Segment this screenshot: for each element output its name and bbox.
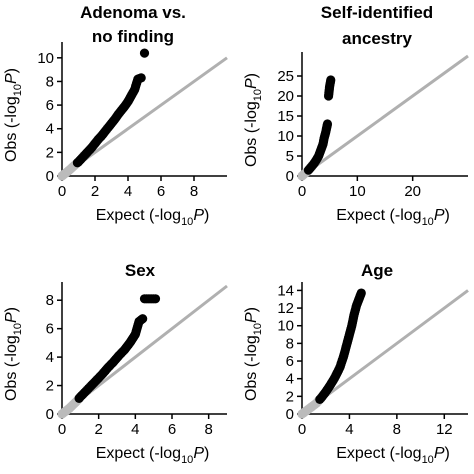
data-point xyxy=(138,314,148,324)
x-tick-label: 4 xyxy=(131,421,139,438)
y-tick-label: 10 xyxy=(277,128,294,145)
x-tick-label: 20 xyxy=(404,183,421,200)
y-axis-label: Obs (-log10P) xyxy=(243,307,264,401)
panel-title: no finding xyxy=(92,27,174,46)
data-point xyxy=(356,288,366,298)
qq-panel: Sex 0 2 4 6 8 0 2 4 6 8 Expect (-log10P) Obs (-log10… xyxy=(3,261,228,466)
x-tick-label: 6 xyxy=(157,183,165,200)
data-point xyxy=(136,73,146,83)
y-tick-label: 14 xyxy=(277,282,294,299)
x-tick-label: 8 xyxy=(393,421,401,438)
y-tick-label: 0 xyxy=(286,168,294,185)
y-tick-label: 4 xyxy=(286,371,294,388)
y-tick-label: 6 xyxy=(46,97,54,114)
x-tick-label: 2 xyxy=(94,421,102,438)
x-axis-label: Expect (-log10P) xyxy=(96,207,210,228)
panel-title: Age xyxy=(361,261,393,280)
y-tick-label: 8 xyxy=(46,292,54,309)
panel-title: Sex xyxy=(125,261,156,280)
x-tick-label: 8 xyxy=(204,421,212,438)
y-tick-label: 20 xyxy=(277,88,294,105)
y-tick-label: 6 xyxy=(46,321,54,338)
panel-title: Self-identified xyxy=(321,3,433,22)
x-tick-label: 6 xyxy=(168,421,176,438)
y-tick-label: 12 xyxy=(277,300,294,317)
qq-panel: Self-identified ancestry 0 10 20 0 5 10 15 20 25 Ex… xyxy=(243,3,469,228)
y-tick-label: 0 xyxy=(46,406,54,423)
y-tick-label: 8 xyxy=(46,73,54,90)
data-point xyxy=(150,294,161,304)
y-tick-label: 4 xyxy=(46,349,54,366)
y-axis-label: Obs (-log10P) xyxy=(3,307,24,401)
y-tick-label: 25 xyxy=(277,68,294,85)
y-tick-label: 0 xyxy=(286,406,294,423)
panel-title: ancestry xyxy=(342,29,412,48)
y-tick-label: 6 xyxy=(286,353,294,370)
x-tick-label: 12 xyxy=(436,421,453,438)
x-tick-label: 2 xyxy=(91,183,99,200)
data-point xyxy=(139,48,150,58)
x-tick-label: 8 xyxy=(190,183,198,200)
y-tick-label: 2 xyxy=(46,378,54,395)
data-point xyxy=(322,119,333,129)
data-point xyxy=(326,75,336,85)
x-axis-label: Expect (-log10P) xyxy=(96,445,210,466)
x-tick-label: 4 xyxy=(345,421,353,438)
x-tick-label: 10 xyxy=(349,183,366,200)
y-tick-label: 2 xyxy=(286,388,294,405)
qq-panel: Adenoma vs. no finding 0 2 4 6 8 0 2 4 6 8 10 Expect … xyxy=(3,3,228,228)
y-tick-label: 10 xyxy=(277,318,294,335)
y-axis-label: Obs (-log10P) xyxy=(3,68,24,162)
reference-line xyxy=(301,54,469,178)
y-axis-label: Obs (-log10P) xyxy=(243,73,264,167)
x-axis-label: Expect (-log10P) xyxy=(336,445,450,466)
y-tick-label: 8 xyxy=(286,335,294,352)
x-tick-label: 4 xyxy=(124,183,132,200)
y-tick-label: 0 xyxy=(46,168,54,185)
x-tick-label: 0 xyxy=(298,183,306,200)
y-tick-label: 5 xyxy=(286,148,294,165)
x-tick-label: 0 xyxy=(58,421,66,438)
y-tick-label: 2 xyxy=(46,144,54,161)
y-tick-label: 15 xyxy=(277,108,294,125)
y-tick-label: 10 xyxy=(37,50,54,67)
x-tick-label: 0 xyxy=(58,183,66,200)
x-tick-label: 0 xyxy=(298,421,306,438)
y-tick-label: 4 xyxy=(46,121,54,138)
x-axis-label: Expect (-log10P) xyxy=(336,207,450,228)
panel-title: Adenoma vs. xyxy=(80,3,186,22)
